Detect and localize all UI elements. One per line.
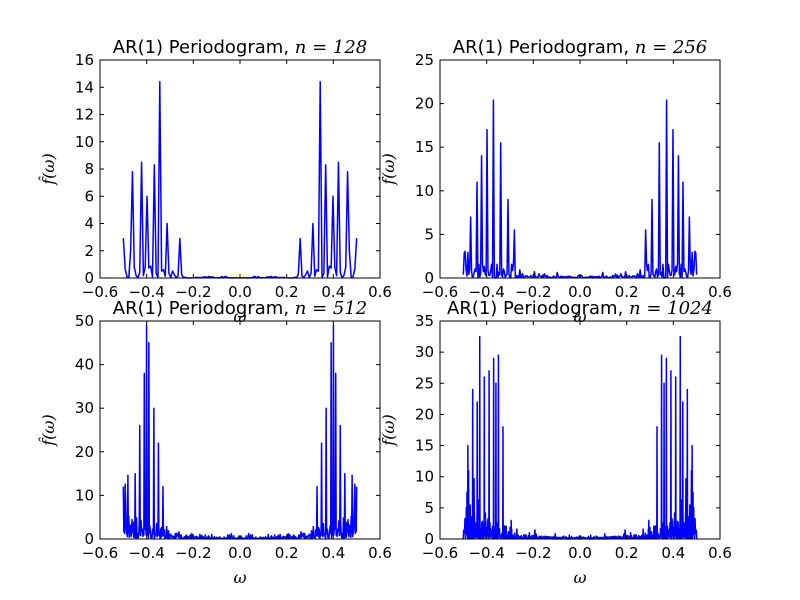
y-tick-label: 40 [75, 356, 94, 374]
y-tick-label: 2 [84, 242, 94, 260]
x-tick-label: 0.6 [708, 283, 732, 301]
x-tick-label: 0.2 [275, 544, 299, 562]
x-tick-label: −0.2 [175, 283, 211, 301]
x-tick-label: −0.2 [515, 544, 551, 562]
x-axis-label: ω [233, 568, 246, 587]
y-tick-label: 20 [75, 443, 94, 461]
y-tick-label: 0 [424, 530, 434, 548]
y-tick-label: 10 [75, 133, 94, 151]
y-tick-label: 0 [84, 269, 94, 287]
x-tick-label: −0.6 [82, 283, 118, 301]
x-tick-label: 0.0 [228, 544, 252, 562]
chart-title-text: AR(1) Periodogram, [453, 37, 635, 58]
y-tick-label: 4 [84, 215, 94, 233]
x-tick-label: 0.4 [321, 544, 345, 562]
x-tick-label: −0.4 [468, 544, 504, 562]
y-tick-label: 5 [424, 499, 434, 517]
y-tick-label: 0 [84, 530, 94, 548]
x-tick-label: 0.2 [615, 544, 639, 562]
x-tick-label: 0.2 [615, 283, 639, 301]
y-tick-label: 12 [75, 106, 94, 124]
chart-title-math: n = 1024 [629, 298, 713, 319]
periodogram-line [122, 324, 358, 540]
x-tick-label: 0.4 [661, 283, 685, 301]
x-tick-label: 0.0 [228, 283, 252, 301]
y-axis-label: f̂(ω) [39, 414, 58, 446]
y-tick-label: 10 [415, 468, 434, 486]
x-tick-label: 0.6 [708, 544, 732, 562]
chart-title: AR(1) Periodogram, n = 256 [453, 37, 708, 58]
x-tick-label: −0.6 [82, 544, 118, 562]
x-tick-label: −0.4 [468, 283, 504, 301]
x-axis-label: ω [573, 568, 586, 587]
chart-title: AR(1) Periodogram, n = 1024 [447, 298, 713, 319]
y-tick-label: 15 [415, 437, 434, 455]
x-tick-label: 0.0 [568, 283, 592, 301]
chart-title-text: AR(1) Periodogram, [113, 37, 295, 58]
x-tick-label: 0.4 [321, 283, 345, 301]
y-tick-label: 30 [415, 343, 434, 361]
y-tick-label: 25 [415, 374, 434, 392]
panel-n512: −0.6 −0.4 −0.2 0.0 0.2 0.4 0.6 0 10 20 30 40 50 AR(1)… [39, 298, 392, 587]
y-tick-label: 30 [75, 399, 94, 417]
panel-n256: −0.6 −0.4 −0.2 0.0 0.2 0.4 0.6 0 5 10 15 20 25 AR(1) … [379, 37, 732, 326]
chart-title: AR(1) Periodogram, n = 128 [113, 37, 368, 58]
panel-n1024: −0.6 −0.4 −0.2 0.0 0.2 0.4 0.6 0 5 10 15 20 25 30 35 AR… [379, 298, 732, 587]
y-tick-label: 14 [75, 78, 94, 96]
chart-title-math: n = 128 [295, 37, 367, 58]
y-tick-label: 5 [424, 225, 434, 243]
y-tick-label: 35 [415, 312, 434, 330]
x-tick-label: 0.0 [568, 544, 592, 562]
chart-title-text: AR(1) Periodogram, [447, 298, 629, 319]
x-tick-label: 0.6 [368, 283, 392, 301]
y-tick-label: 20 [415, 95, 434, 113]
x-tick-label: −0.6 [422, 544, 458, 562]
periodogram-line [122, 81, 358, 279]
axes-frame [439, 320, 721, 540]
x-tick-label: 0.2 [275, 283, 299, 301]
x-tick-label: −0.2 [175, 544, 211, 562]
y-tick-label: 25 [415, 51, 434, 69]
y-tick-label: 10 [75, 486, 94, 504]
periodogram-line [462, 335, 698, 540]
y-tick-label: 8 [84, 160, 94, 178]
axes-frame [99, 320, 381, 540]
y-axis-label: f̂(ω) [379, 153, 398, 185]
x-tick-label: −0.6 [422, 283, 458, 301]
chart-title-text: AR(1) Periodogram, [113, 298, 295, 319]
x-tick-label: 0.6 [368, 544, 392, 562]
chart-title-math: n = 512 [295, 298, 367, 319]
y-tick-label: 20 [415, 405, 434, 423]
periodogram-line [462, 99, 698, 279]
y-tick-label: 50 [75, 312, 94, 330]
x-tick-label: −0.2 [515, 283, 551, 301]
y-axis-label: f̂(ω) [39, 153, 58, 185]
chart-title-math: n = 256 [635, 37, 707, 58]
x-tick-label: 0.4 [661, 544, 685, 562]
panel-n128: −0.6 −0.4 −0.2 0.0 0.2 0.4 0.6 0 2 4 6 8 10 12 14 16 AR(… [39, 37, 392, 326]
y-tick-label: 10 [415, 182, 434, 200]
x-tick-label: −0.4 [128, 283, 164, 301]
y-tick-label: 15 [415, 138, 434, 156]
y-tick-label: 0 [424, 269, 434, 287]
chart-title: AR(1) Periodogram, n = 512 [113, 298, 368, 319]
y-tick-label: 16 [75, 51, 94, 69]
y-tick-label: 6 [84, 187, 94, 205]
y-axis-label: f̂(ω) [379, 414, 398, 446]
x-tick-label: −0.4 [128, 544, 164, 562]
